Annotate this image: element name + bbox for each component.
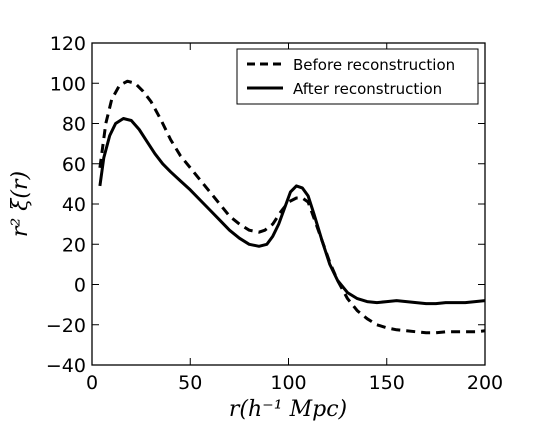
y-tick-label: 40 [62, 194, 86, 216]
legend: Before reconstruction After reconstructi… [236, 48, 479, 105]
x-tick-label: 50 [178, 372, 202, 394]
series-line-after-reconstruction [98, 117, 486, 306]
x-axis-label: r(h⁻¹ Mpc) [229, 397, 347, 422]
plot-frame [91, 42, 486, 366]
legend-box [236, 48, 479, 105]
series-line-before-reconstruction [98, 79, 486, 335]
x-tick-label: 100 [270, 372, 306, 394]
y-tick-label: 120 [50, 33, 86, 55]
x-tick-label: 0 [86, 372, 98, 394]
ticks: 0 50 100 150 200 −40 −20 0 20 40 60 80 100 120 [46, 33, 503, 394]
y-tick-label: 80 [62, 114, 86, 136]
legend-label-before: Before reconstruction [293, 56, 455, 74]
series-layer [98, 79, 486, 335]
y-axis-label: r² ξ(r) [8, 171, 33, 237]
x-tick-label: 150 [369, 372, 405, 394]
y-tick-label: 60 [62, 154, 86, 176]
legend-label-after: After reconstruction [293, 80, 442, 98]
y-tick-label: 100 [50, 73, 86, 95]
y-tick-label: 20 [62, 234, 86, 256]
y-tick-label: 0 [74, 275, 86, 297]
y-tick-label: −40 [46, 355, 86, 377]
x-tick-label: 200 [467, 372, 503, 394]
y-tick-label: −20 [46, 315, 86, 337]
